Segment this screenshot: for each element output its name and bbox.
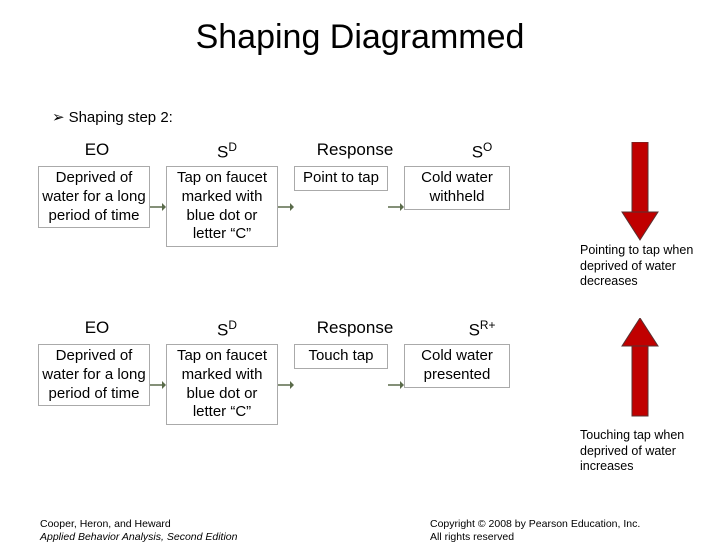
- row1-boxes: Deprived of water for a long period of t…: [38, 166, 510, 247]
- note-decrease: Pointing to tap when deprived of water d…: [580, 243, 704, 290]
- box-eo-2: Deprived of water for a long period of t…: [38, 344, 150, 406]
- up-arrow-icon: [620, 318, 660, 418]
- note-increase: Touching tap when deprived of water incr…: [580, 428, 704, 475]
- box-sd-1: Tap on faucet marked with blue dot or le…: [166, 166, 278, 247]
- header-sd: SD: [174, 140, 280, 163]
- header-sr: SR+: [432, 318, 532, 341]
- box-response-1: Point to tap: [294, 166, 388, 191]
- box-eo-1: Deprived of water for a long period of t…: [38, 166, 150, 228]
- step-label: ➢Shaping step 2:: [52, 108, 173, 126]
- header-response: Response: [308, 318, 402, 341]
- header-eo: EO: [44, 318, 150, 341]
- box-response-2: Touch tap: [294, 344, 388, 369]
- header-sd: SD: [174, 318, 280, 341]
- down-arrow-icon: [620, 142, 660, 242]
- arrow-icon: [150, 370, 166, 400]
- page-title: Shaping Diagrammed: [0, 18, 720, 57]
- row2-boxes: Deprived of water for a long period of t…: [38, 344, 510, 425]
- row2-headers: EO SD Response SR+: [44, 318, 532, 341]
- footer-right: Copyright © 2008 by Pearson Education, I…: [430, 518, 690, 544]
- box-sd-2: Tap on faucet marked with blue dot or le…: [166, 344, 278, 425]
- arrow-icon: [388, 370, 404, 400]
- bullet-icon: ➢: [52, 108, 65, 126]
- header-response: Response: [308, 140, 402, 163]
- box-sr-2: Cold water presented: [404, 344, 510, 388]
- header-eo: EO: [44, 140, 150, 163]
- box-so-1: Cold water withheld: [404, 166, 510, 210]
- arrow-icon: [150, 192, 166, 222]
- header-so: SO: [432, 140, 532, 163]
- arrow-icon: [278, 370, 294, 400]
- arrow-icon: [278, 192, 294, 222]
- footer-left: Cooper, Heron, and Heward Applied Behavi…: [40, 518, 237, 544]
- row1-headers: EO SD Response SO: [44, 140, 532, 163]
- arrow-icon: [388, 192, 404, 222]
